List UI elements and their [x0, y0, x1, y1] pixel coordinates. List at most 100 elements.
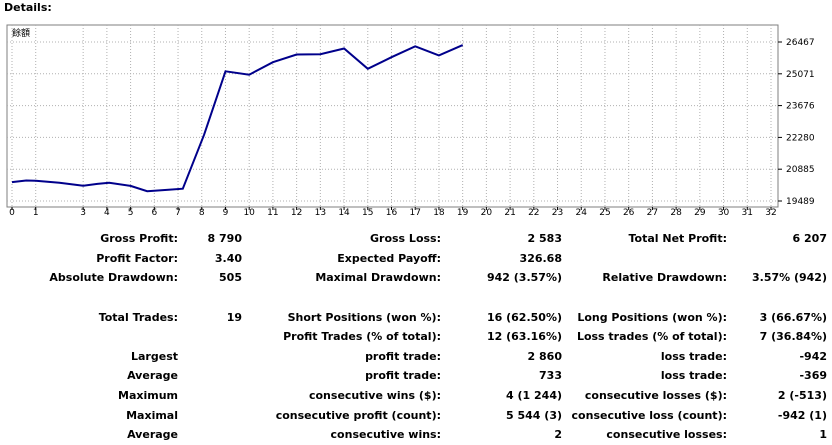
x-tick-label: 6	[151, 208, 157, 218]
y-tick-label: 22280	[786, 133, 815, 143]
absolute-drawdown-value: 505	[219, 271, 242, 285]
x-tick-label: 19	[457, 208, 469, 218]
x-tick-label: 9	[223, 208, 229, 218]
stats-row: Average consecutive wins: 2 consecutive …	[0, 425, 827, 445]
largest-profit-value: 2 860	[527, 349, 562, 363]
x-tick-label: 29	[694, 208, 706, 218]
x-tick-label: 7	[175, 208, 181, 218]
x-tick-label: 10	[243, 208, 255, 218]
long-positions-value: 3 (66.67%)	[759, 310, 827, 324]
x-tick-label: 20	[481, 208, 493, 218]
stats-row: Absolute Drawdown: 505 Maximal Drawdown:…	[0, 268, 827, 288]
x-tick-label: 31	[742, 208, 753, 218]
stats-row: Average profit trade: 733 loss trade: -3…	[0, 366, 827, 386]
short-positions-value: 16 (62.50%)	[486, 310, 562, 324]
maximal-consec-profit-label: consecutive profit (count):	[275, 408, 441, 422]
y-tick-label: 26467	[786, 38, 815, 48]
expected-payoff-value: 326.68	[519, 251, 562, 265]
average2-label: Average	[127, 428, 178, 442]
y-tick-label: 25071	[786, 70, 815, 80]
x-tick-label: 3	[80, 208, 86, 218]
loss-trades-value: 7 (36.84%)	[759, 330, 827, 344]
y-tick-label: 20885	[786, 165, 815, 175]
profit-factor-value: 3.40	[214, 251, 242, 265]
y-tick-label: 19489	[786, 197, 815, 207]
max-consec-wins-value: 4 (1 244)	[506, 389, 562, 403]
x-tick-label: 12	[291, 208, 302, 218]
gross-profit-label: Gross Profit:	[100, 232, 178, 246]
x-tick-label: 21	[504, 208, 515, 218]
balance-series-line	[11, 44, 464, 193]
x-tick-label: 26	[623, 208, 635, 218]
maximum-label: Maximum	[118, 389, 178, 403]
x-tick-label: 23	[552, 208, 563, 218]
largest-label: Largest	[131, 349, 178, 363]
max-consec-wins-label: consecutive wins ($):	[308, 389, 441, 403]
maximal-consec-loss-value: -942 (1)	[777, 408, 827, 422]
average-profit-value: 733	[539, 369, 562, 383]
avg-consec-wins-value: 2	[554, 428, 562, 442]
x-tick-label: 16	[386, 208, 398, 218]
x-tick-label: 24	[576, 208, 588, 218]
average-loss-label: loss trade:	[660, 369, 727, 383]
x-tick-label: 17	[409, 208, 420, 218]
details-title: Details:	[4, 1, 52, 14]
max-consec-losses-label: consecutive losses ($):	[584, 389, 727, 403]
relative-drawdown-value: 3.57% (942)	[751, 271, 827, 285]
average-profit-label: profit trade:	[365, 369, 441, 383]
stats-row: Largest profit trade: 2 860 loss trade: …	[0, 347, 827, 367]
total-trades-label: Total Trades:	[98, 310, 178, 324]
stats-row: Maximum consecutive wins ($): 4 (1 244) …	[0, 386, 827, 406]
x-tick-label: 11	[267, 208, 278, 218]
total-net-profit-value: 6 207	[792, 232, 827, 246]
x-tick-label: 4	[104, 208, 110, 218]
gross-loss-value: 2 583	[527, 232, 562, 246]
stats-row: Profit Factor: 3.40 Expected Payoff: 326…	[0, 249, 827, 269]
y-tick-label: 23676	[786, 102, 815, 112]
stats-row: Maximal consecutive profit (count): 5 54…	[0, 405, 827, 425]
total-trades-value: 19	[226, 310, 242, 324]
stats-row: Profit Trades (% of total): 12 (63.16%) …	[0, 327, 827, 347]
gross-profit-value: 8 790	[207, 232, 242, 246]
gross-loss-label: Gross Loss:	[370, 232, 441, 246]
x-tick-label: 14	[338, 208, 350, 218]
expected-payoff-label: Expected Payoff:	[337, 251, 441, 265]
relative-drawdown-label: Relative Drawdown:	[602, 271, 727, 285]
x-tick-label: 15	[362, 208, 373, 218]
profit-trades-label: Profit Trades (% of total):	[283, 330, 441, 344]
total-net-profit-label: Total Net Profit:	[628, 232, 728, 246]
balance-chart: 0 1 3 4 5 6 7 8 9 10 11 12 13 14 15 16 17 18 19 20 21 22 23 24 2…	[6, 24, 815, 218]
long-positions-label: Long Positions (won %):	[577, 310, 727, 324]
profit-factor-label: Profit Factor:	[96, 251, 178, 265]
largest-loss-value: -942	[799, 349, 827, 363]
avg-consec-losses-value: 1	[819, 428, 827, 442]
maximal-label: Maximal	[126, 408, 178, 422]
profit-trades-value: 12 (63.16%)	[486, 330, 562, 344]
average-loss-value: -369	[799, 369, 827, 383]
x-tick-label: 13	[315, 208, 326, 218]
x-tick-label: 27	[647, 208, 658, 218]
maximal-drawdown-label: Maximal Drawdown:	[315, 271, 441, 285]
largest-profit-label: profit trade:	[365, 349, 441, 363]
maximal-consec-loss-label: consecutive loss (count):	[571, 408, 727, 422]
x-tick-label: 8	[199, 208, 205, 218]
x-tick-label: 0	[9, 208, 15, 218]
max-consec-losses-value: 2 (-513)	[777, 389, 827, 403]
largest-loss-label: loss trade:	[660, 349, 727, 363]
x-tick-label: 32	[765, 208, 776, 218]
stats-row: Gross Profit: 8 790 Gross Loss: 2 583 To…	[0, 229, 827, 249]
chart-legend-label: 餘額	[12, 27, 30, 39]
loss-trades-label: Loss trades (% of total):	[576, 330, 727, 344]
x-tick-label: 28	[670, 208, 682, 218]
x-tick-label: 5	[128, 208, 134, 218]
stats-row: Total Trades: 19 Short Positions (won %)…	[0, 307, 827, 327]
maximal-drawdown-value: 942 (3.57%)	[486, 271, 562, 285]
stats-table: Gross Profit: 8 790 Gross Loss: 2 583 To…	[0, 229, 827, 445]
x-tick-label: 18	[433, 208, 445, 218]
chart-plot-area	[6, 24, 779, 208]
avg-consec-losses-label: consecutive losses:	[606, 428, 727, 442]
average-label: Average	[127, 369, 178, 383]
maximal-consec-profit-value: 5 544 (3)	[506, 408, 562, 422]
short-positions-label: Short Positions (won %):	[287, 310, 441, 324]
avg-consec-wins-label: consecutive wins:	[330, 428, 441, 442]
